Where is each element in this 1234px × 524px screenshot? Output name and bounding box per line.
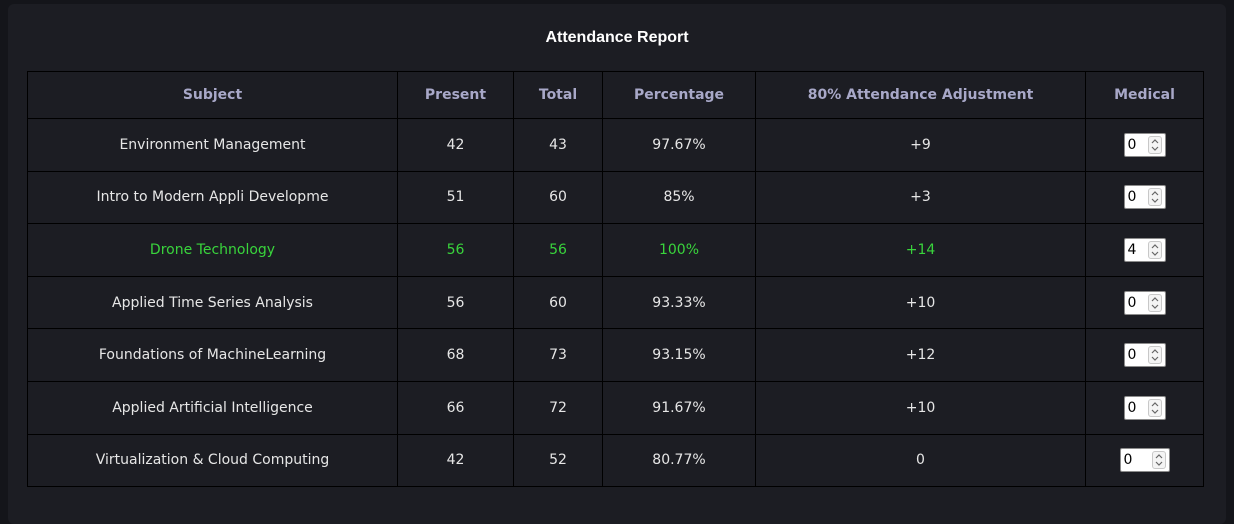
subject-cell: Drone Technology: [27, 223, 398, 277]
adjustment-cell: 0: [755, 433, 1086, 488]
spinner-control[interactable]: [1147, 240, 1162, 259]
percentage-cell: 91.67%: [602, 380, 756, 435]
medical-cell: [1085, 328, 1204, 382]
total-cell: 43: [513, 118, 603, 172]
adjustment-cell: +14: [755, 223, 1086, 277]
medical-cell: [1085, 170, 1204, 225]
adjustment-cell: +10: [755, 380, 1086, 435]
total-cell: 73: [513, 328, 603, 382]
present-cell: 56: [397, 223, 514, 277]
total-cell: 56: [513, 223, 603, 277]
spinner-control[interactable]: [1147, 135, 1162, 154]
page-title: Attendance Report: [545, 29, 689, 46]
spinner-control[interactable]: [1147, 398, 1162, 417]
total-cell: 72: [513, 380, 603, 435]
subject-cell: Virtualization & Cloud Computing: [27, 433, 398, 488]
column-header-total: Total: [513, 71, 603, 119]
medical-stepper[interactable]: [1123, 237, 1166, 262]
adjustment-cell: +9: [755, 118, 1086, 172]
table-row: Virtualization & Cloud Computing 42 52 8…: [27, 433, 1204, 488]
percentage-cell: 85%: [602, 170, 756, 225]
chevron-down-icon[interactable]: [1151, 198, 1159, 204]
medical-stepper[interactable]: [1123, 395, 1166, 420]
column-header-subject: Subject: [27, 71, 398, 119]
medical-cell: [1085, 275, 1204, 330]
chevron-down-icon[interactable]: [1151, 251, 1159, 257]
table-row: Environment Management 42 43 97.67% +9: [27, 118, 1204, 172]
percentage-cell: 80.77%: [602, 433, 756, 488]
medical-cell: [1085, 433, 1204, 488]
adjustment-cell: +12: [755, 328, 1086, 382]
medical-stepper[interactable]: [1119, 448, 1170, 473]
present-cell: 51: [397, 170, 514, 225]
subject-cell: Applied Artificial Intelligence: [27, 380, 398, 435]
present-cell: 56: [397, 275, 514, 330]
chevron-down-icon[interactable]: [1151, 146, 1159, 152]
medical-stepper[interactable]: [1123, 185, 1166, 210]
subject-cell: Environment Management: [27, 118, 398, 172]
column-header-percentage: Percentage: [602, 71, 756, 119]
present-cell: 42: [397, 118, 514, 172]
spinner-control[interactable]: [1147, 293, 1162, 312]
column-header-present: Present: [397, 71, 514, 119]
chevron-up-icon[interactable]: [1151, 190, 1159, 196]
percentage-cell: 97.67%: [602, 118, 756, 172]
spinner-control[interactable]: [1151, 451, 1166, 470]
total-cell: 60: [513, 170, 603, 225]
attendance-panel: Attendance Report Subject Present Total …: [8, 4, 1226, 524]
percentage-cell: 93.33%: [602, 275, 756, 330]
chevron-up-icon[interactable]: [1151, 348, 1159, 354]
chevron-down-icon[interactable]: [1151, 304, 1159, 310]
present-cell: 42: [397, 433, 514, 488]
attendance-table: Subject Present Total Percentage 80% Att…: [27, 71, 1204, 488]
total-cell: 60: [513, 275, 603, 330]
medical-stepper[interactable]: [1123, 343, 1166, 368]
total-cell: 52: [513, 433, 603, 488]
chevron-up-icon[interactable]: [1151, 138, 1159, 144]
spinner-control[interactable]: [1147, 346, 1162, 365]
chevron-down-icon[interactable]: [1151, 356, 1159, 362]
column-header-adjustment: 80% Attendance Adjustment: [755, 71, 1086, 119]
medical-cell: [1085, 380, 1204, 435]
chevron-down-icon[interactable]: [1155, 461, 1163, 467]
medical-cell: [1085, 223, 1204, 277]
subject-cell: Intro to Modern Appli Developme: [27, 170, 398, 225]
subject-cell: Applied Time Series Analysis: [27, 275, 398, 330]
subject-cell: Foundations of MachineLearning: [27, 328, 398, 382]
medical-stepper[interactable]: [1123, 132, 1166, 157]
table-row: Applied Artificial Intelligence 66 72 91…: [27, 380, 1204, 435]
chevron-up-icon[interactable]: [1151, 296, 1159, 302]
column-header-medical: Medical: [1085, 71, 1204, 119]
table-row: Drone Technology 56 56 100% +14: [27, 223, 1204, 277]
chevron-up-icon[interactable]: [1155, 453, 1163, 459]
chevron-up-icon[interactable]: [1151, 243, 1159, 249]
table-row: Intro to Modern Appli Developme 51 60 85…: [27, 170, 1204, 225]
spinner-control[interactable]: [1147, 188, 1162, 207]
table-row: Applied Time Series Analysis 56 60 93.33…: [27, 275, 1204, 330]
percentage-cell: 93.15%: [602, 328, 756, 382]
present-cell: 68: [397, 328, 514, 382]
table-header-row: Subject Present Total Percentage 80% Att…: [27, 71, 1204, 119]
medical-cell: [1085, 118, 1204, 172]
medical-stepper[interactable]: [1123, 290, 1166, 315]
chevron-up-icon[interactable]: [1151, 401, 1159, 407]
adjustment-cell: +3: [755, 170, 1086, 225]
table-row: Foundations of MachineLearning 68 73 93.…: [27, 328, 1204, 382]
adjustment-cell: +10: [755, 275, 1086, 330]
chevron-down-icon[interactable]: [1151, 409, 1159, 415]
percentage-cell: 100%: [602, 223, 756, 277]
present-cell: 66: [397, 380, 514, 435]
